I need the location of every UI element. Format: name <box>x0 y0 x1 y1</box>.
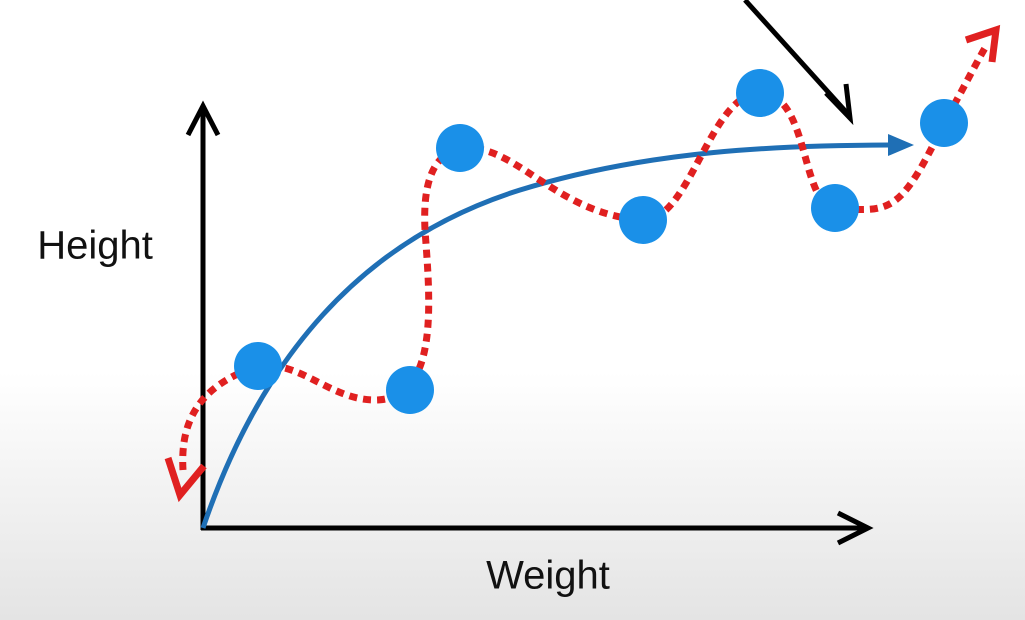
x-axis-label: Weight <box>486 554 610 598</box>
y-axis-label: Height <box>37 224 153 268</box>
axes <box>185 100 874 546</box>
point <box>920 99 968 147</box>
point <box>811 184 859 232</box>
smooth-fit <box>200 134 914 529</box>
point <box>736 69 784 117</box>
point <box>386 366 434 414</box>
point <box>619 196 667 244</box>
pointer-arrow <box>743 0 854 126</box>
point <box>436 124 484 172</box>
point <box>234 342 282 390</box>
overfit-curve <box>164 24 1001 503</box>
data-points <box>234 69 968 414</box>
